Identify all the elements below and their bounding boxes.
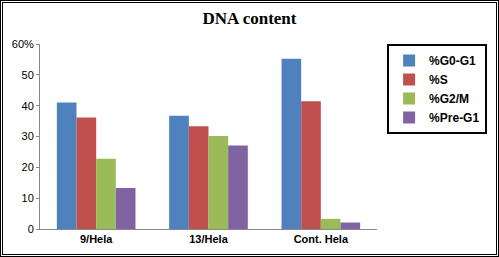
svg-text:0: 0 bbox=[28, 223, 34, 235]
svg-text:%Pre-G1: %Pre-G1 bbox=[429, 111, 479, 125]
svg-text:13/Hela: 13/Hela bbox=[189, 233, 228, 245]
svg-text:%G0-G1: %G0-G1 bbox=[429, 54, 476, 68]
svg-text:Cont. Hela: Cont. Hela bbox=[294, 233, 349, 245]
svg-text:DNA content: DNA content bbox=[203, 9, 297, 28]
svg-text:40: 40 bbox=[22, 100, 34, 112]
svg-text:20: 20 bbox=[22, 161, 34, 173]
svg-text:50: 50 bbox=[22, 69, 34, 81]
svg-text:60%: 60% bbox=[12, 38, 34, 50]
svg-text:%S: %S bbox=[429, 73, 448, 87]
svg-text:30: 30 bbox=[22, 130, 34, 142]
svg-text:9/Hela: 9/Hela bbox=[80, 233, 113, 245]
svg-text:%G2/M: %G2/M bbox=[429, 92, 469, 106]
svg-text:10: 10 bbox=[22, 192, 34, 204]
